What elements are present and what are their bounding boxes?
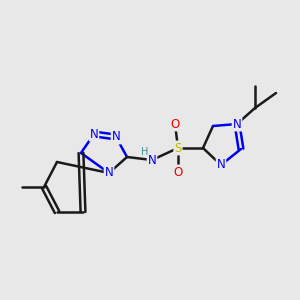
Text: S: S xyxy=(174,142,182,154)
Text: N: N xyxy=(105,167,113,179)
Text: O: O xyxy=(173,166,183,178)
Text: O: O xyxy=(170,118,180,130)
Text: N: N xyxy=(217,158,225,172)
Text: N: N xyxy=(232,118,242,130)
Text: N: N xyxy=(148,154,156,166)
Text: N: N xyxy=(112,130,120,143)
Text: N: N xyxy=(90,128,98,140)
Text: H: H xyxy=(140,147,148,157)
